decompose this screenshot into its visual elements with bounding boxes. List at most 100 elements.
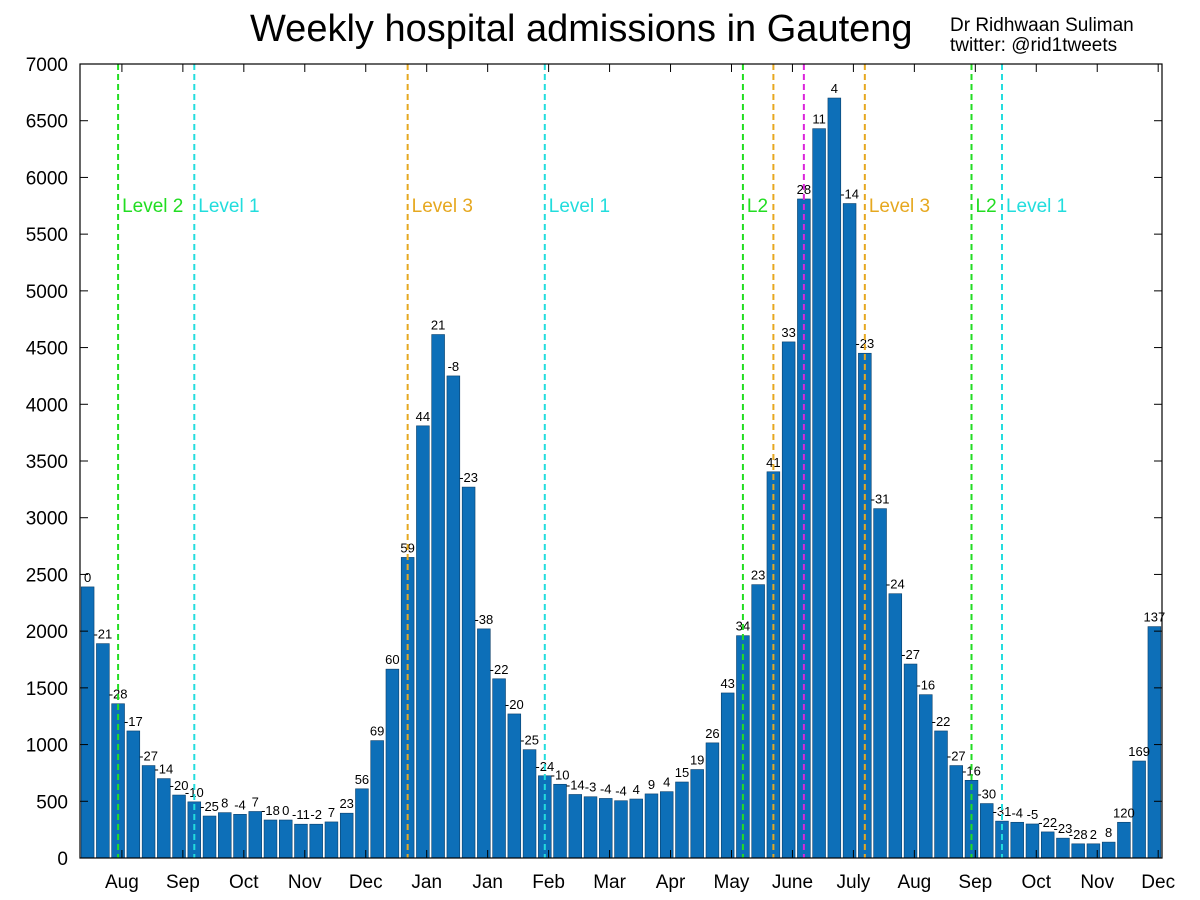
axes-layer: 0500100015002000250030003500400045005000… (26, 55, 1175, 893)
level-marker-label: L2 (747, 196, 768, 217)
bar-label: -31 (993, 804, 1012, 819)
bar-label: -14 (840, 187, 859, 202)
level-marker-label: Level 1 (1006, 196, 1067, 217)
bar (888, 593, 903, 859)
bar-label: 21 (431, 318, 445, 333)
bar-label: 41 (766, 455, 780, 470)
bar-label: 56 (355, 772, 369, 787)
chart-title: Weekly hospital admissions in Gauteng (250, 8, 913, 50)
bar (599, 798, 613, 859)
bar-label: -25 (200, 799, 219, 814)
bar-label: -4 (615, 784, 627, 799)
y-tick-label: 6000 (26, 168, 68, 189)
bar (385, 668, 400, 859)
bar (614, 800, 628, 859)
bar (934, 730, 948, 859)
bar-label: 169 (1128, 744, 1150, 759)
x-tick-label: Mar (593, 872, 626, 893)
bar (812, 128, 826, 859)
author-credit: Dr Ridhwaan Suliman twitter: @rid1tweets (950, 16, 1134, 56)
x-tick-label: Aug (897, 872, 931, 893)
plot-frame (79, 63, 1163, 859)
level-marker-label: Level 2 (122, 196, 183, 217)
bar-label: -21 (93, 627, 112, 642)
bar-label: 137 (1144, 610, 1166, 625)
author-handle: twitter: @rid1tweets (950, 35, 1118, 56)
x-tick-label: Dec (1141, 872, 1175, 893)
bar (218, 812, 232, 859)
bar (492, 678, 506, 859)
bar-label: -17 (124, 714, 143, 729)
x-tick-label: Nov (1080, 872, 1114, 893)
bar (1117, 821, 1131, 859)
x-tick-label: Sep (958, 872, 992, 893)
x-tick-label: Oct (229, 872, 259, 893)
bar (1010, 821, 1024, 859)
y-tick-label: 500 (36, 792, 68, 813)
x-tick-label: Oct (1021, 872, 1051, 893)
bar-label: -22 (1038, 815, 1057, 830)
bar (324, 821, 339, 859)
bar (842, 203, 857, 859)
bar (355, 788, 369, 859)
bar-label: 4 (663, 775, 670, 790)
x-tick-label: Sep (166, 872, 200, 893)
bar (1025, 823, 1040, 859)
bar-label: 43 (720, 676, 734, 691)
bar (157, 778, 171, 859)
bar (80, 586, 95, 859)
bar-label: 33 (781, 325, 795, 340)
bar-label: 4 (633, 782, 640, 797)
bar (980, 803, 994, 859)
level-marker-label: Level 3 (412, 196, 473, 217)
bar (1071, 843, 1085, 859)
bar-label: -20 (170, 778, 189, 793)
bar (568, 794, 583, 859)
bar (248, 811, 262, 859)
bar (477, 628, 491, 859)
bar-label: -8 (448, 359, 460, 374)
bar-label: 7 (328, 805, 335, 820)
bar-label: -27 (901, 647, 920, 662)
y-tick-label: 2500 (26, 565, 68, 586)
bar (126, 730, 141, 859)
bar (903, 663, 918, 859)
y-tick-label: 3500 (26, 452, 68, 473)
bar-label: 44 (416, 409, 430, 424)
bar-label: -5 (1027, 807, 1039, 822)
bar-label: -4 (1011, 805, 1023, 820)
bar-label: 120 (1113, 805, 1135, 820)
x-tick-label: Jan (411, 872, 442, 893)
bar-label: -4 (600, 781, 612, 796)
x-tick-label: June (772, 872, 813, 893)
bar (263, 819, 278, 859)
bar (507, 713, 522, 859)
bar-label: -16 (916, 678, 935, 693)
x-tick-label: Aug (105, 872, 139, 893)
bar-label: 7 (252, 794, 259, 809)
bar-label: -24 (886, 577, 905, 592)
bar-label: -27 (947, 749, 966, 764)
bar-label: -30 (977, 787, 996, 802)
x-tick-label: Jan (472, 872, 503, 893)
bar (1101, 841, 1116, 859)
x-tick-label: Dec (349, 872, 383, 893)
x-tick-label: July (837, 872, 871, 893)
y-tick-label: 6500 (26, 112, 68, 133)
bar-label: 15 (675, 765, 689, 780)
bar-label: 11 (812, 112, 826, 127)
bar-label: -31 (871, 492, 890, 507)
bar (141, 765, 156, 859)
x-tick-label: May (714, 872, 750, 893)
bar-label: 8 (221, 796, 228, 811)
bar-label: -4 (234, 797, 246, 812)
bar (781, 341, 796, 859)
bar-label: 23 (339, 796, 353, 811)
bar-label: -22 (932, 714, 951, 729)
bar-label: -18 (261, 803, 280, 818)
y-tick-label: 0 (57, 849, 68, 870)
x-tick-label: Nov (288, 872, 322, 893)
bar (461, 486, 476, 859)
y-tick-label: 7000 (26, 55, 68, 76)
